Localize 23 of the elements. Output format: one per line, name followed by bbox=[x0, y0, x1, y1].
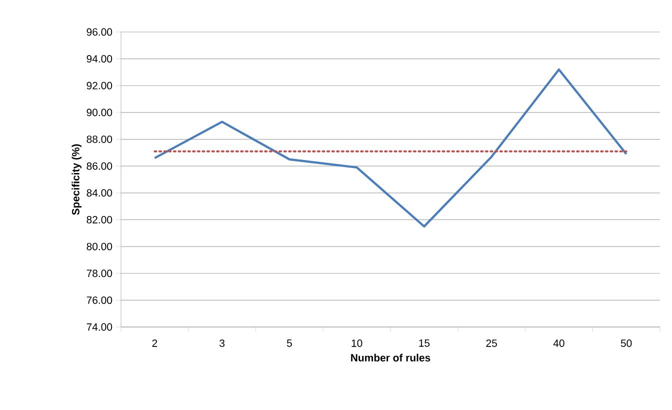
x-tick-label: 15 bbox=[419, 340, 430, 347]
y-tick-label: 90.00 bbox=[86, 108, 112, 116]
x-tick-label: 2 bbox=[152, 340, 158, 347]
x-tick-label: 25 bbox=[486, 340, 497, 347]
x-tick-label: 40 bbox=[553, 340, 564, 347]
x-tick-label: 5 bbox=[286, 340, 292, 347]
x-tick-label: 3 bbox=[220, 340, 225, 347]
y-tick-label: 86.00 bbox=[86, 162, 112, 170]
y-tick-label: 76.00 bbox=[86, 296, 112, 304]
y-tick-label: 96.00 bbox=[86, 28, 112, 36]
y-axis-title: Specificity (%) bbox=[72, 144, 82, 215]
x-axis-title: Number of rules bbox=[351, 354, 430, 362]
y-tick-label: 94.00 bbox=[86, 55, 112, 63]
y-tick-label: 78.00 bbox=[86, 270, 112, 278]
y-tick-label: 84.00 bbox=[86, 189, 112, 197]
y-tick-label: 82.00 bbox=[86, 216, 112, 224]
x-tick-label: 10 bbox=[352, 340, 362, 347]
y-tick-label: 92.00 bbox=[86, 82, 112, 90]
y-tick-label: 80.00 bbox=[86, 242, 112, 250]
x-tick-label: 50 bbox=[620, 340, 632, 347]
line-series bbox=[154, 68, 628, 228]
y-tick-label: 74.00 bbox=[86, 323, 112, 331]
y-tick-label: 88.00 bbox=[86, 136, 112, 143]
